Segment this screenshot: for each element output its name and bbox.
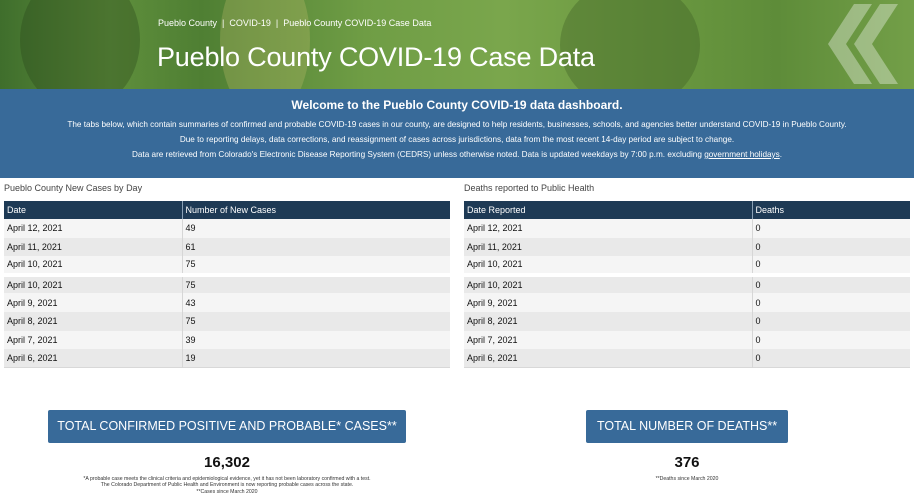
table-row: April 7, 2021 0 <box>464 330 910 350</box>
deaths-date-cell: April 9, 2021 <box>464 293 753 312</box>
banner-line-3-end: . <box>779 150 783 159</box>
breadcrumb-separator: | <box>222 18 225 28</box>
table-row: April 9, 2021 43 <box>4 293 450 312</box>
cases-value-cell: 19 <box>182 349 450 368</box>
deaths-value-cell: 0 <box>752 237 910 257</box>
cdphe-note: The Colorado Department of Public Health… <box>100 482 354 489</box>
table-row: April 12, 2021 49 <box>4 219 450 238</box>
breadcrumb-link-covid-19[interactable]: COVID-19 <box>229 18 271 28</box>
cases-value-cell: 49 <box>182 219 450 238</box>
welcome-heading: Welcome to the Pueblo County COVID-19 da… <box>291 98 623 112</box>
hero-banner: Pueblo County | COVID-19 | Pueblo County COV… <box>0 0 914 89</box>
table-header-row: Date Reported Deaths <box>464 201 910 219</box>
cases-value-cell: 75 <box>182 272 450 294</box>
deaths-date-cell: April 7, 2021 <box>464 330 753 350</box>
table-row: April 10, 2021 75 <box>4 272 450 294</box>
table-row: April 11, 2021 61 <box>4 237 450 257</box>
deaths-table-body: April 12, 2021 0 April 11, 2021 0 April 10, … <box>464 219 910 368</box>
deaths-value-cell: 0 <box>752 293 910 312</box>
banner-line-3: Data are retrieved from Colorado's Elect… <box>0 147 914 162</box>
breadcrumb: Pueblo County | COVID-19 | Pueblo County COV… <box>158 18 431 28</box>
deaths-value-cell: 0 <box>752 272 910 294</box>
total-cases-note: *A probable case meets the clinical crit… <box>48 476 406 495</box>
new-cases-section: Pueblo County New Cases by Day Date Numb… <box>4 183 450 369</box>
cases-value-cell: 39 <box>182 330 450 350</box>
deaths-date-cell: April 10, 2021 <box>464 256 753 275</box>
total-cases-label: TOTAL CONFIRMED POSITIVE AND PROBABLE* C… <box>48 410 406 443</box>
hero-image-shape <box>560 0 700 89</box>
cases-date-cell: April 8, 2021 <box>4 311 183 331</box>
breadcrumb-separator: | <box>275 18 279 28</box>
deaths-since-note: **Deaths since March 2020 <box>655 476 719 482</box>
column-header-new-cases[interactable]: Number of New Cases <box>182 201 450 219</box>
total-deaths-label: TOTAL NUMBER OF DEATHS** <box>586 410 788 443</box>
deaths-value-cell: 0 <box>752 311 910 331</box>
cases-date-cell: April 12, 2021 <box>4 219 183 238</box>
deaths-date-cell: April 12, 2021 <box>464 219 753 238</box>
cases-date-cell: April 7, 2021 <box>4 330 183 350</box>
deaths-date-cell: April 10, 2021 <box>464 272 753 294</box>
total-deaths-value: 376 <box>674 454 700 471</box>
column-header-deaths[interactable]: Deaths <box>752 201 910 219</box>
cases-value-cell: 75 <box>182 256 450 275</box>
table-row: April 10, 2021 75 <box>4 256 450 275</box>
table-row: April 8, 2021 75 <box>4 311 450 331</box>
deaths-date-cell: April 6, 2021 <box>464 349 753 368</box>
table-row: April 10, 2021 0 <box>464 272 910 294</box>
table-header-row: Date Number of New Cases <box>4 201 450 219</box>
hero-image-shape <box>220 0 310 89</box>
cases-value-cell: 75 <box>182 311 450 331</box>
deaths-value-cell: 0 <box>752 349 910 368</box>
cases-date-cell: April 9, 2021 <box>4 293 183 312</box>
table-row: April 8, 2021 0 <box>464 311 910 331</box>
breadcrumb-link-pueblo-county[interactable]: Pueblo County <box>158 18 218 28</box>
table-row: April 6, 2021 0 <box>464 349 910 368</box>
new-cases-table-body: April 12, 2021 49 April 11, 2021 61 April 10… <box>4 219 450 368</box>
deaths-value-cell: 0 <box>752 330 910 350</box>
cases-date-cell: April 11, 2021 <box>4 237 183 257</box>
banner-line-2: Due to reporting delays, data correction… <box>179 135 735 144</box>
column-header-date-reported[interactable]: Date Reported <box>464 201 753 219</box>
cases-date-cell: April 6, 2021 <box>4 349 183 368</box>
new-cases-table: Date Number of New Cases April 12, 2021 4… <box>4 201 450 369</box>
deaths-value-cell: 0 <box>752 219 910 238</box>
table-row: April 9, 2021 0 <box>464 293 910 312</box>
column-header-date[interactable]: Date <box>4 201 183 219</box>
probable-case-note: *A probable case meets the clinical crit… <box>83 476 371 482</box>
cases-value-cell: 43 <box>182 293 450 312</box>
cases-date-cell: April 10, 2021 <box>4 272 183 294</box>
deaths-value-cell: 0 <box>752 256 910 275</box>
banner-line-3-text: Data are retrieved from Colorado's Elect… <box>131 150 705 159</box>
deaths-title: Deaths reported to Public Health <box>464 183 595 193</box>
deaths-table: Date Reported Deaths April 12, 2021 0 Apri… <box>464 201 910 369</box>
table-row: April 6, 2021 19 <box>4 349 450 368</box>
deaths-date-cell: April 11, 2021 <box>464 237 753 257</box>
banner-line-1: The tabs below, which contain summaries … <box>67 120 847 129</box>
chevron-right-icon <box>828 4 898 84</box>
table-row: April 10, 2021 0 <box>464 256 910 275</box>
government-holidays-link[interactable]: government holidays <box>704 150 780 159</box>
table-row: April 11, 2021 0 <box>464 237 910 257</box>
hero-image-shape <box>20 0 140 89</box>
cases-date-cell: April 10, 2021 <box>4 256 183 275</box>
breadcrumb-current: Pueblo County COVID-19 Case Data <box>283 18 432 28</box>
page-title: Pueblo County COVID-19 Case Data <box>157 42 595 72</box>
deaths-date-cell: April 8, 2021 <box>464 311 753 331</box>
table-row: April 12, 2021 0 <box>464 219 910 238</box>
cases-since-note: **Cases since March 2020 <box>196 488 258 495</box>
table-row: April 7, 2021 39 <box>4 330 450 350</box>
welcome-banner: Welcome to the Pueblo County COVID-19 da… <box>0 89 914 178</box>
deaths-section: Deaths reported to Public Health Date Re… <box>464 183 910 369</box>
cases-value-cell: 61 <box>182 237 450 257</box>
total-cases-value: 16,302 <box>204 454 250 471</box>
new-cases-title: Pueblo County New Cases by Day <box>4 183 143 193</box>
